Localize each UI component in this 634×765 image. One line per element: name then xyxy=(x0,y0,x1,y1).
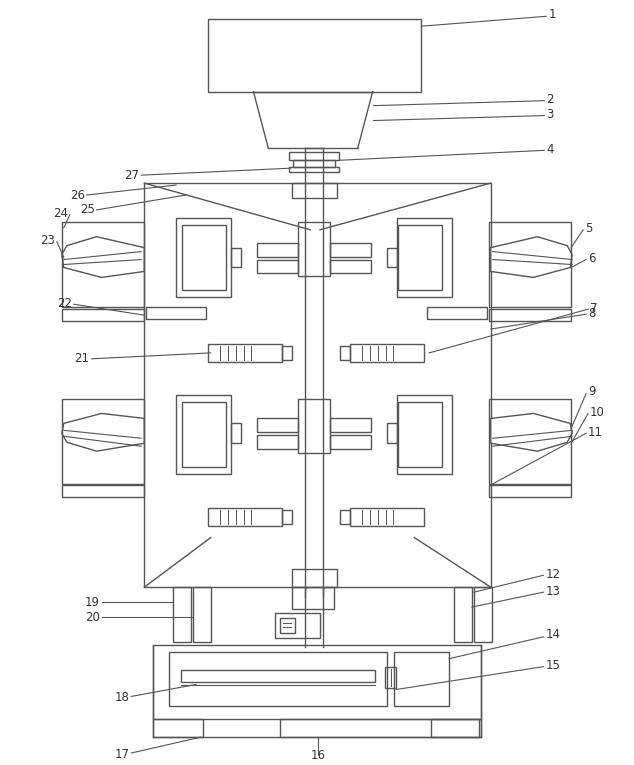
Bar xyxy=(489,399,571,484)
Bar xyxy=(298,222,330,276)
Bar xyxy=(398,225,442,291)
Text: 7: 7 xyxy=(590,301,598,314)
Bar xyxy=(176,395,231,474)
Bar xyxy=(289,168,339,172)
Bar xyxy=(398,218,452,298)
Bar xyxy=(62,399,144,484)
Bar xyxy=(474,588,492,642)
Text: 3: 3 xyxy=(547,108,553,121)
Polygon shape xyxy=(491,236,572,278)
Bar xyxy=(489,222,571,308)
Bar xyxy=(193,588,210,642)
Bar xyxy=(340,509,350,524)
Bar xyxy=(330,259,371,273)
Text: 8: 8 xyxy=(588,307,595,320)
Bar xyxy=(257,435,298,449)
Bar xyxy=(384,666,396,688)
Bar xyxy=(275,613,320,638)
Bar xyxy=(431,719,481,737)
Bar xyxy=(387,248,398,268)
Bar xyxy=(182,402,226,467)
Text: 10: 10 xyxy=(590,406,605,419)
Bar xyxy=(231,423,240,443)
Text: 13: 13 xyxy=(545,584,560,597)
Bar xyxy=(208,19,421,92)
Bar xyxy=(146,308,206,319)
Bar xyxy=(280,719,479,737)
Bar xyxy=(398,395,452,474)
Bar xyxy=(292,569,337,588)
Bar xyxy=(280,618,295,633)
Text: 2: 2 xyxy=(547,93,554,106)
Bar xyxy=(394,652,449,706)
Polygon shape xyxy=(62,236,144,278)
Bar xyxy=(293,160,335,168)
Bar xyxy=(489,485,571,496)
Bar xyxy=(489,309,571,321)
Text: 6: 6 xyxy=(588,252,595,265)
Bar xyxy=(387,423,398,443)
Text: 5: 5 xyxy=(585,223,592,236)
Text: 4: 4 xyxy=(547,143,554,156)
Bar xyxy=(350,344,424,362)
Text: 12: 12 xyxy=(545,568,560,581)
Bar xyxy=(289,152,339,160)
Bar xyxy=(257,243,298,256)
Bar xyxy=(398,402,442,467)
Bar xyxy=(153,645,481,719)
Text: 1: 1 xyxy=(548,8,556,21)
Text: 19: 19 xyxy=(84,596,100,609)
Text: 18: 18 xyxy=(115,691,129,704)
Bar xyxy=(330,435,371,449)
Bar xyxy=(454,588,472,642)
Text: 11: 11 xyxy=(588,426,603,439)
Bar xyxy=(144,183,491,588)
Text: 20: 20 xyxy=(85,611,100,624)
Text: 14: 14 xyxy=(545,628,560,641)
Text: 27: 27 xyxy=(124,168,139,181)
Bar xyxy=(153,719,203,737)
Bar xyxy=(62,485,144,496)
Bar xyxy=(176,218,231,298)
Bar xyxy=(62,222,144,308)
Polygon shape xyxy=(62,413,144,451)
Text: 25: 25 xyxy=(80,203,94,216)
Bar xyxy=(182,225,226,291)
Bar xyxy=(181,669,375,682)
Polygon shape xyxy=(491,413,572,451)
Bar xyxy=(231,248,240,268)
Text: 17: 17 xyxy=(114,747,129,760)
Bar xyxy=(350,508,424,526)
Bar xyxy=(257,418,298,432)
Bar xyxy=(173,588,191,642)
Bar xyxy=(330,243,371,256)
Bar xyxy=(298,399,330,453)
Bar xyxy=(292,183,337,198)
Bar xyxy=(169,652,387,706)
Bar xyxy=(62,309,144,321)
Bar xyxy=(340,346,350,360)
Bar xyxy=(282,346,292,360)
Bar xyxy=(292,588,334,609)
Text: 15: 15 xyxy=(545,659,560,672)
Bar xyxy=(257,259,298,273)
Text: 21: 21 xyxy=(75,353,89,366)
Text: 16: 16 xyxy=(311,750,325,763)
Bar xyxy=(208,508,282,526)
Text: 23: 23 xyxy=(40,234,55,247)
Bar xyxy=(282,509,292,524)
Bar xyxy=(330,418,371,432)
Text: 22: 22 xyxy=(57,297,72,310)
Text: 24: 24 xyxy=(53,207,68,220)
Text: 9: 9 xyxy=(588,385,595,398)
Text: 26: 26 xyxy=(70,188,85,201)
Bar xyxy=(208,344,282,362)
Bar xyxy=(427,308,487,319)
